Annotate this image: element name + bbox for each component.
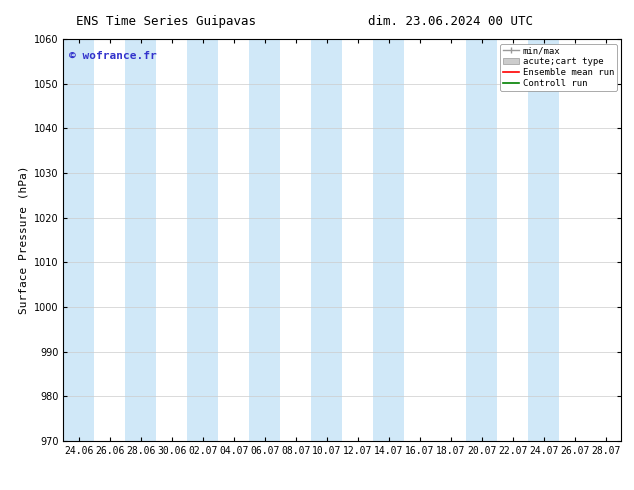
Bar	[311, 39, 342, 441]
Bar	[528, 39, 559, 441]
Bar	[249, 39, 280, 441]
Text: ENS Time Series Guipavas: ENS Time Series Guipavas	[76, 15, 256, 28]
Y-axis label: Surface Pressure (hPa): Surface Pressure (hPa)	[18, 166, 29, 315]
Bar	[63, 39, 94, 441]
Bar	[467, 39, 497, 441]
Bar	[188, 39, 218, 441]
Bar	[126, 39, 157, 441]
Text: © wofrance.fr: © wofrance.fr	[69, 51, 157, 61]
Text: dim. 23.06.2024 00 UTC: dim. 23.06.2024 00 UTC	[368, 15, 533, 28]
Legend: min/max, acute;cart type, Ensemble mean run, Controll run: min/max, acute;cart type, Ensemble mean …	[500, 44, 617, 91]
Bar	[373, 39, 404, 441]
